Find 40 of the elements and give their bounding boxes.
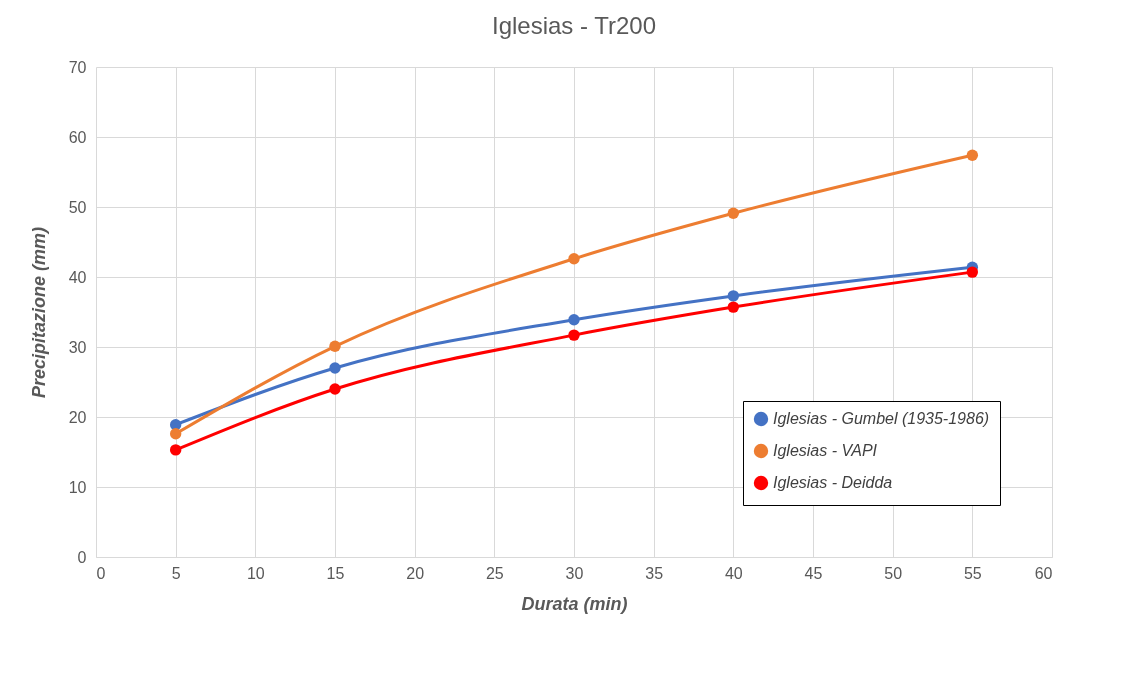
- point: [568, 314, 580, 326]
- y-tick-label: 10: [68, 478, 87, 496]
- point: [329, 383, 341, 395]
- y-tick-label: 60: [68, 128, 87, 146]
- point: [966, 149, 979, 161]
- x-tick-label: 40: [724, 564, 743, 582]
- x-tick-label: 5: [171, 564, 181, 582]
- x-tick-label: 55: [963, 564, 982, 582]
- point: [568, 329, 580, 341]
- point: [727, 301, 740, 313]
- y-tick-label: 50: [68, 198, 87, 216]
- legend-label: Iglesias - Deidda: [773, 474, 893, 491]
- x-tick-label: 15: [326, 564, 345, 582]
- x-axis-title: Durata (min): [521, 593, 628, 614]
- y-axis-title: Precipitazione (mm): [28, 226, 49, 399]
- point: [329, 340, 341, 352]
- x-tick-label: 50: [884, 564, 903, 582]
- x-tick-label: 30: [565, 564, 584, 582]
- chart-title: Iglesias - Tr200: [491, 12, 657, 39]
- y-tick-label: 40: [68, 268, 87, 286]
- y-tick-label: 30: [68, 338, 87, 356]
- y-tick-label: 20: [68, 408, 87, 426]
- x-tick-label: 35: [645, 564, 664, 582]
- point: [966, 266, 979, 278]
- y-tick-label: 0: [77, 548, 87, 566]
- point: [568, 253, 580, 265]
- x-tick-label: 45: [804, 564, 823, 582]
- point: [329, 362, 341, 374]
- legend-label: Iglesias - VAPI: [773, 442, 878, 459]
- x-tick-label: 20: [406, 564, 425, 582]
- x-tick-label: 10: [246, 564, 265, 582]
- legend-label: Iglesias - Gumbel (1935-1986): [773, 410, 990, 427]
- point: [169, 428, 182, 440]
- point: [727, 290, 740, 302]
- x-tick-label: 0: [96, 564, 106, 582]
- y-tick-label: 70: [68, 58, 87, 76]
- x-tick-label: 60: [1034, 564, 1053, 582]
- x-tick-label: 25: [485, 564, 504, 582]
- point: [727, 207, 740, 219]
- point: [169, 444, 182, 456]
